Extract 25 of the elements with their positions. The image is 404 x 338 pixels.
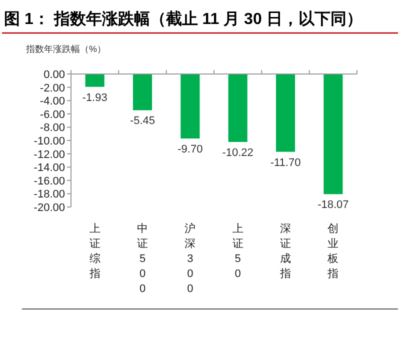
x-tick-label: 创业板指	[326, 223, 339, 280]
y-tick-label: -4.00	[40, 96, 65, 108]
x-tick-label: 上证综指	[88, 222, 100, 280]
data-label: -18.07	[318, 199, 349, 212]
data-label: -5.45	[130, 115, 156, 128]
data-label: -11.70	[270, 156, 301, 169]
data-label: -9.70	[178, 144, 203, 156]
x-tick-label: 沪深300	[184, 222, 196, 295]
y-tick-label: -10.00	[34, 136, 65, 148]
y-axis-title: 指数年涨跌幅（%）	[25, 44, 106, 54]
y-tick-label: -8.00	[40, 122, 65, 134]
data-label: -10.22	[222, 146, 254, 159]
y-tick-label: -18.00	[34, 188, 65, 201]
y-tick-label: -14.00	[34, 162, 65, 174]
x-tick-label: 深证成指	[279, 223, 291, 280]
y-tick-label: -6.00	[40, 108, 65, 121]
chart-title: 图 1： 指数年涨跌幅（截止 11 月 30 日，以下同）	[4, 10, 362, 28]
y-tick-label: 0.00	[44, 69, 65, 81]
data-label: -1.93	[82, 92, 108, 104]
x-tick-label: 中证500	[137, 222, 148, 295]
x-tick-label: 上证50	[232, 222, 244, 280]
y-tick-label: -12.00	[34, 148, 65, 161]
y-tick-label: -2.00	[40, 82, 65, 94]
y-tick-label: -16.00	[34, 175, 65, 188]
y-tick-label: -20.00	[34, 202, 65, 214]
